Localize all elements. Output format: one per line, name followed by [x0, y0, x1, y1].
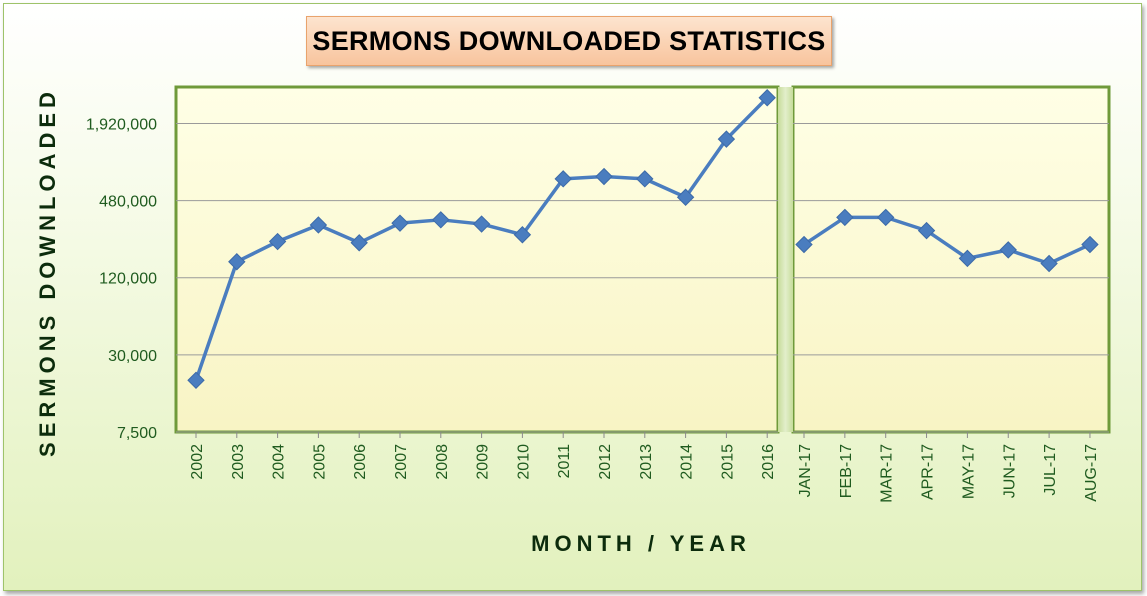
data-point: [268, 232, 287, 251]
x-tick-label: 2002: [189, 444, 206, 480]
data-point: [187, 371, 205, 389]
data-point: [958, 249, 977, 268]
panel-separator: [778, 87, 793, 432]
y-tick-label: 120,000: [99, 271, 157, 288]
data-point: [513, 226, 532, 244]
x-tick-label: 2006: [352, 444, 369, 480]
y-tick-label: 1,920,000: [86, 116, 157, 133]
data-point: [717, 130, 736, 148]
x-tick-label: 2016: [760, 444, 777, 480]
data-point: [391, 214, 409, 232]
y-axis-title: SERMONS DOWNLOADED: [35, 87, 60, 457]
data-point: [350, 234, 368, 252]
y-tick-label: 30,000: [108, 348, 157, 365]
x-tick-label: JAN-17: [797, 444, 814, 497]
x-tick-label: 2009: [475, 444, 492, 480]
data-point: [1081, 235, 1099, 254]
chart-title: SERMONS DOWNLOADED STATISTICS: [312, 25, 826, 56]
data-point: [676, 188, 695, 206]
x-tick-label: 2008: [434, 444, 451, 480]
x-tick-label: 2012: [597, 444, 614, 480]
x-tick-label: 2003: [230, 444, 247, 480]
x-tick-label: AUG-17: [1083, 444, 1100, 502]
data-point: [917, 221, 936, 240]
data-point: [999, 241, 1017, 259]
x-tick-label: 2007: [393, 444, 410, 480]
x-axis-title: MONTH / YEAR: [531, 531, 751, 556]
x-tick-label: 2013: [638, 444, 655, 480]
x-tick-label: 2005: [311, 444, 328, 480]
data-point: [228, 253, 246, 271]
data-point: [876, 208, 895, 227]
x-tick-label: 2004: [271, 444, 288, 480]
data-point: [636, 170, 654, 188]
x-tick-label: 2015: [719, 444, 736, 480]
chart-title-box: SERMONS DOWNLOADED STATISTICS: [306, 16, 832, 66]
data-point: [1040, 254, 1058, 273]
x-tick-label: FEB-17: [838, 444, 855, 498]
data-point: [554, 170, 572, 188]
x-tick-label: MAR-17: [879, 444, 896, 503]
x-tick-label: JUN-17: [1001, 444, 1018, 498]
x-tick-label: APR-17: [920, 444, 937, 500]
data-point: [309, 216, 328, 234]
data-point: [758, 89, 776, 107]
data-point: [472, 215, 491, 233]
plot-panel-1: [174, 85, 780, 434]
y-tick-label: 7,500: [117, 425, 157, 442]
x-tick-label: JUL-17: [1042, 444, 1059, 496]
x-tick-label: MAY-17: [960, 444, 977, 499]
x-tick-label: 2011: [556, 444, 573, 479]
data-point: [836, 208, 854, 227]
y-tick-label: 480,000: [99, 194, 157, 211]
data-point: [432, 211, 450, 229]
data-point: [795, 235, 813, 254]
x-tick-label: 2014: [679, 444, 696, 480]
data-point: [595, 167, 613, 186]
x-tick-label: 2010: [515, 444, 532, 480]
